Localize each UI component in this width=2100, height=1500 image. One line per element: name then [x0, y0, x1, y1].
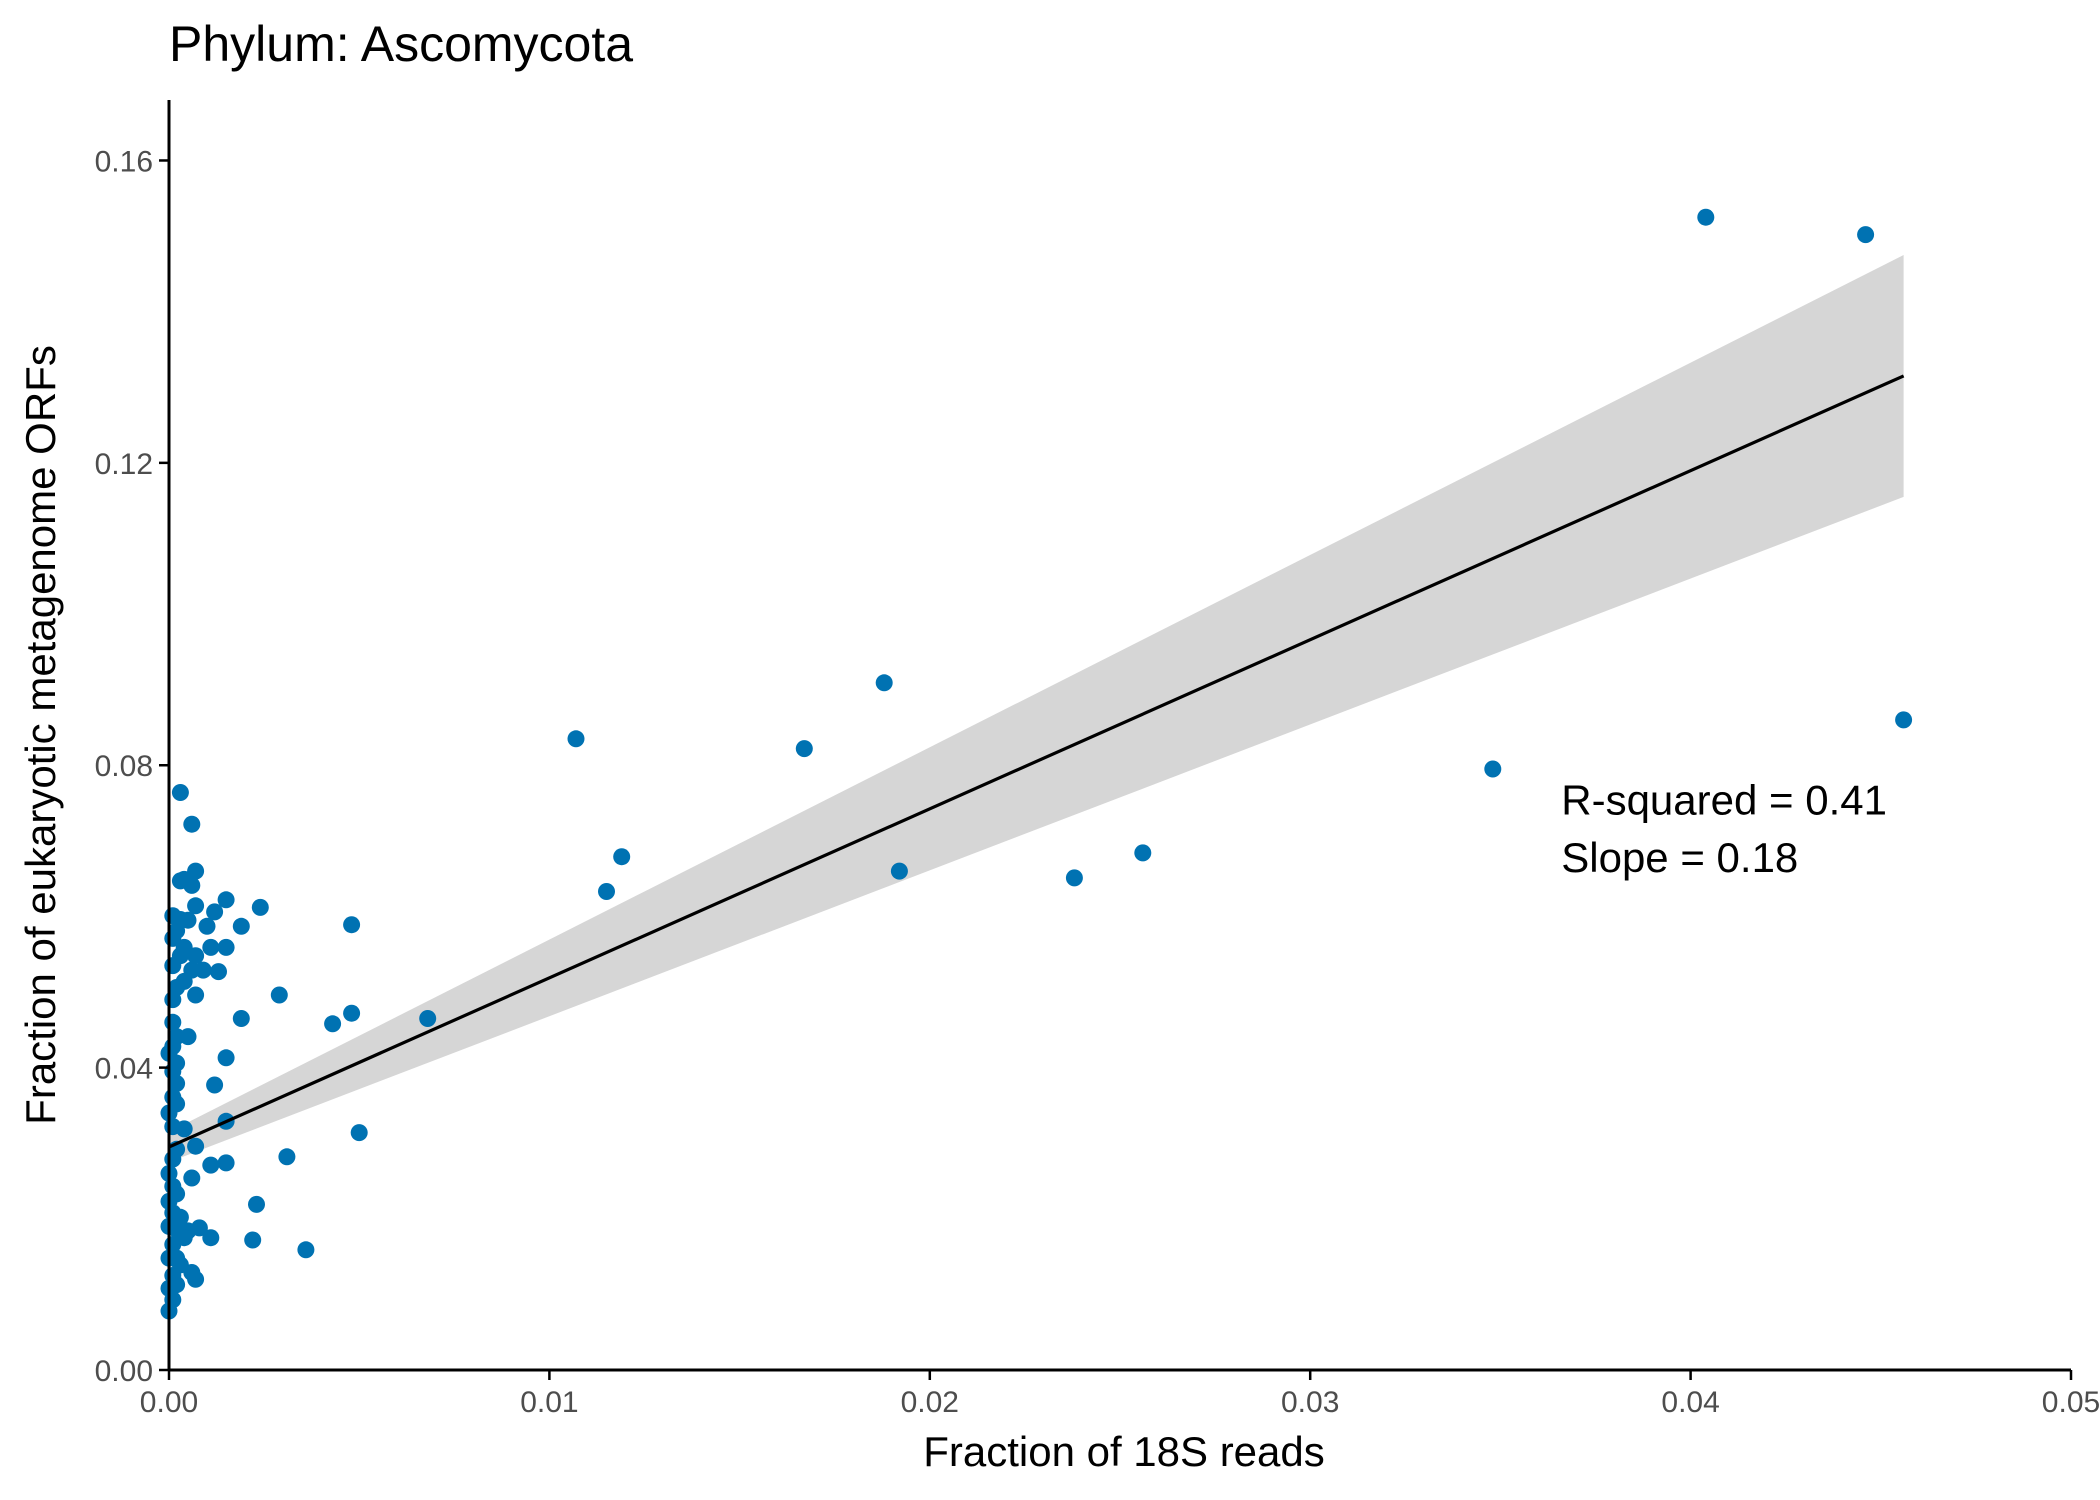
- data-point: [232, 917, 250, 935]
- data-point: [613, 848, 631, 866]
- data-point: [567, 730, 585, 748]
- data-point: [248, 1195, 265, 1213]
- data-point: [171, 872, 189, 890]
- r-squared-annotation: R-squared = 0.41: [1561, 776, 1887, 823]
- x-tick-label: 0.02: [901, 1386, 959, 1419]
- data-point: [164, 1150, 182, 1168]
- data-point: [324, 1015, 342, 1033]
- data-point: [890, 862, 908, 880]
- x-tick-label: 0.03: [1281, 1386, 1339, 1419]
- data-point: [270, 986, 288, 1004]
- data-point: [598, 883, 615, 900]
- data-point: [350, 1124, 368, 1142]
- confidence-band: [169, 254, 1904, 1163]
- data-point: [343, 1004, 361, 1022]
- data-point: [164, 907, 182, 925]
- slope-annotation: Slope = 0.18: [1561, 834, 1798, 881]
- data-point: [1857, 226, 1875, 244]
- x-tick-label: 0.00: [140, 1386, 198, 1419]
- data-point: [206, 903, 224, 921]
- data-point: [187, 986, 205, 1004]
- data-point: [183, 815, 201, 833]
- y-tick-label: 0.08: [95, 750, 153, 783]
- data-point: [202, 938, 220, 956]
- data-point: [419, 1010, 437, 1027]
- data-point: [164, 991, 182, 1009]
- data-point: [171, 784, 189, 801]
- data-point: [202, 1156, 220, 1174]
- regression-line: [168, 374, 1905, 1149]
- data-point: [232, 1010, 250, 1027]
- x-tick-label: 0.05: [2042, 1386, 2100, 1419]
- data-point: [217, 938, 235, 956]
- data-point: [1895, 711, 1913, 729]
- data-point: [187, 897, 205, 915]
- data-point: [1065, 869, 1083, 887]
- confidence-band-layer: [169, 254, 1904, 1163]
- y-tick-label: 0.00: [95, 1355, 153, 1388]
- y-axis-title: Fraction of eukaryotic metagenome ORFs: [17, 345, 64, 1125]
- x-tick-label: 0.04: [1661, 1386, 1719, 1419]
- data-point: [297, 1241, 315, 1259]
- y-tick-label: 0.16: [95, 145, 153, 178]
- data-point: [164, 929, 182, 947]
- data-point: [1134, 844, 1152, 862]
- y-axis-ticks: 0.00 0.04 0.08 0.12 0.16: [95, 145, 169, 1388]
- data-point: [251, 898, 269, 916]
- data-point: [164, 1013, 182, 1031]
- data-point: [198, 917, 216, 935]
- data-point: [164, 1062, 182, 1080]
- x-axis-ticks: 0.00 0.01 0.02 0.03 0.04 0.05: [140, 1370, 2100, 1419]
- data-point: [278, 1148, 296, 1166]
- data-point: [187, 1137, 205, 1155]
- data-point: [244, 1231, 262, 1249]
- data-point: [206, 1076, 224, 1094]
- data-point: [210, 963, 227, 981]
- data-point: [343, 916, 361, 934]
- data-point: [875, 674, 893, 692]
- chart-title: Phylum: Ascomycota: [169, 16, 633, 72]
- data-point: [217, 1049, 235, 1067]
- data-point: [1697, 208, 1715, 226]
- data-point: [164, 1088, 182, 1106]
- data-point: [217, 1154, 235, 1172]
- x-axis-title: Fraction of 18S reads: [923, 1428, 1325, 1475]
- annotation-layer: R-squared = 0.41 Slope = 0.18: [1561, 776, 1887, 880]
- x-tick-label: 0.01: [520, 1386, 578, 1419]
- y-tick-label: 0.12: [95, 448, 153, 481]
- regression-line-layer: [168, 374, 1905, 1149]
- data-point: [217, 891, 235, 909]
- y-tick-label: 0.04: [95, 1053, 153, 1086]
- data-point: [183, 1169, 201, 1187]
- data-point: [1484, 760, 1502, 778]
- data-point: [795, 740, 813, 758]
- data-point: [164, 957, 182, 975]
- data-point: [202, 1229, 220, 1247]
